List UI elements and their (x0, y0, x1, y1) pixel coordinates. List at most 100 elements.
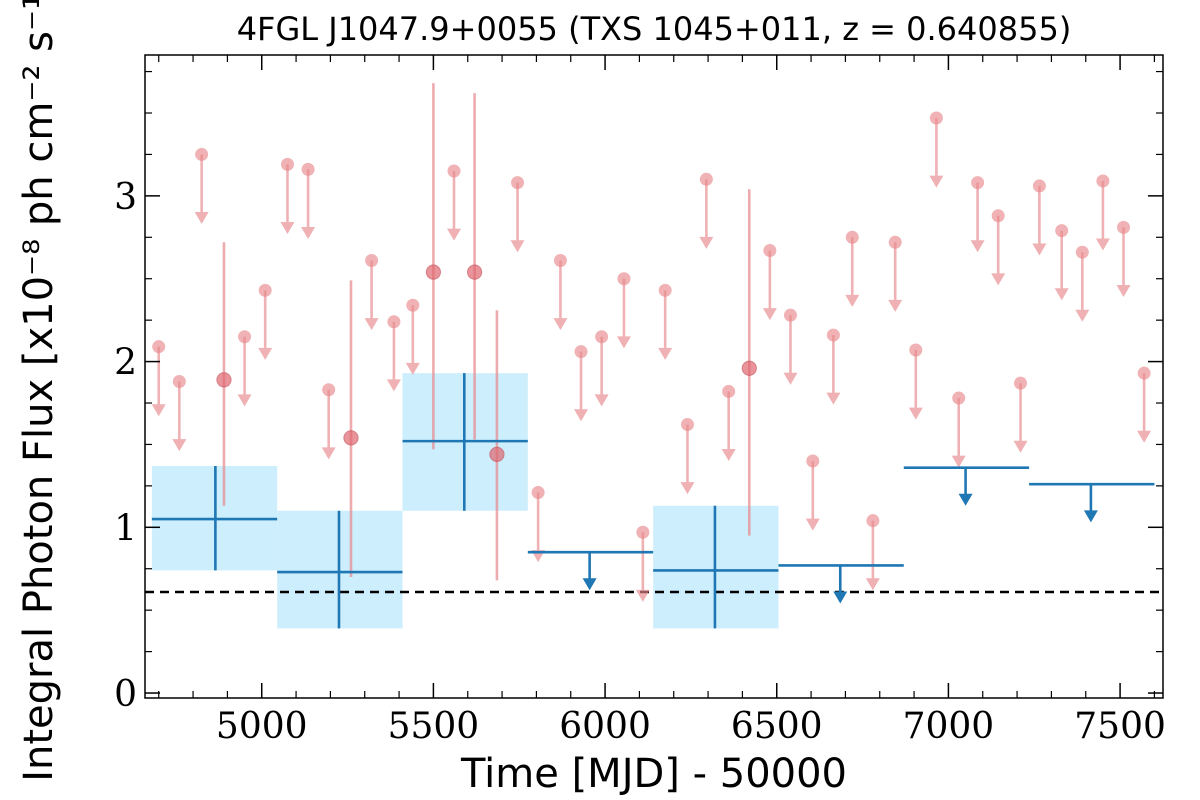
short-upper-limit-38-head (1075, 309, 1090, 322)
short-detection-point-4 (489, 446, 505, 462)
short-upper-limit-6-head (301, 226, 316, 239)
short-upper-limit-point-27 (845, 230, 859, 244)
short-detection-point-0 (216, 372, 232, 388)
short-upper-limit-34 (991, 215, 1006, 286)
short-upper-limit-16-head (594, 394, 609, 407)
binned-upper-limit-arrow-0-head (582, 578, 597, 591)
short-upper-limit-point-20 (680, 418, 694, 432)
short-upper-limit-point-36 (1032, 179, 1046, 193)
short-upper-limit-1-head (172, 439, 187, 452)
short-upper-limit-point-41 (1137, 366, 1151, 380)
short-upper-limit-38 (1075, 252, 1090, 322)
binned-upper-limit-arrow-3 (1083, 484, 1098, 523)
short-upper-limit-40-head (1116, 284, 1131, 297)
y-tick-label-2: 2 (114, 343, 137, 384)
x-axis-title: Time [MJD] - 50000 (460, 751, 847, 797)
short-upper-limit-12-head (510, 240, 525, 253)
short-upper-limit-point-38 (1075, 245, 1089, 259)
x-tick-label-4: 7000 (903, 706, 995, 747)
y-tick-label-0: 0 (114, 674, 137, 715)
short-upper-limit-5-head (280, 221, 295, 234)
short-upper-limit-point-18 (636, 525, 650, 539)
short-upper-limit-15-head (574, 409, 589, 422)
axis-ticks: 5000 5500 6000 6500 7000 7500 0 1 2 3 (114, 55, 1166, 747)
short-upper-limit-39-head (1095, 238, 1110, 251)
short-upper-limit-24-head (783, 372, 798, 385)
short-upper-limit-6 (301, 169, 316, 239)
short-upper-limit-point-35 (1014, 376, 1028, 390)
short-upper-limit-point-32 (952, 391, 966, 405)
short-upper-limit-0 (151, 346, 166, 417)
short-upper-limit-21 (699, 179, 714, 249)
short-upper-limit-point-23 (763, 244, 777, 258)
short-upper-limit-point-40 (1117, 220, 1131, 234)
short-upper-limit-3 (237, 336, 252, 407)
x-tick-label-2: 6000 (559, 706, 651, 747)
short-upper-limit-36-head (1032, 243, 1047, 256)
short-upper-limit-9 (386, 321, 401, 392)
binned-upper-limit-arrow-2 (958, 467, 973, 506)
short-upper-limit-point-0 (152, 340, 166, 354)
short-upper-limit-point-12 (511, 176, 525, 190)
short-upper-limit-34-head (991, 273, 1006, 286)
short-upper-limit-point-4 (258, 283, 272, 297)
short-upper-limit-point-9 (387, 315, 401, 329)
x-tick-label-0: 5000 (216, 706, 308, 747)
short-upper-limit-14 (553, 260, 568, 331)
short-upper-limit-27 (845, 237, 860, 307)
short-upper-limit-25-head (805, 518, 820, 531)
short-upper-limit-23 (762, 250, 777, 321)
plot-frame (144, 54, 1164, 699)
short-upper-limit-41-head (1137, 430, 1152, 443)
y-axis-title: Integral Photon Flux [x10⁻⁸ ph cm⁻² s⁻¹] (16, 0, 62, 782)
short-upper-limit-1 (172, 381, 187, 452)
short-upper-limit-11 (447, 171, 462, 241)
short-upper-limit-26 (826, 335, 841, 405)
short-upper-limit-35 (1013, 383, 1028, 453)
short-upper-limit-3-head (237, 394, 252, 407)
y-tick-label-1: 1 (114, 508, 137, 549)
short-upper-limit-17 (616, 278, 631, 349)
short-upper-limit-point-26 (826, 328, 840, 342)
short-upper-limit-28 (865, 520, 880, 591)
short-detection-point-1 (343, 430, 359, 446)
short-upper-limit-point-25 (806, 454, 820, 468)
short-upper-limit-point-29 (888, 235, 902, 249)
short-upper-limit-36 (1032, 185, 1047, 256)
short-upper-limit-point-31 (929, 111, 943, 125)
short-upper-limit-22-head (721, 449, 736, 462)
short-upper-limit-10 (405, 305, 420, 375)
short-upper-limit-29 (888, 242, 903, 312)
binned-upper-limit-arrow-1-head (833, 591, 848, 604)
short-upper-limit-33 (970, 182, 985, 253)
short-upper-limit-0-head (151, 404, 166, 417)
short-upper-limit-point-1 (172, 374, 186, 388)
short-upper-limit-31-head (929, 175, 944, 188)
short-upper-limit-9-head (386, 379, 401, 392)
short-upper-limit-point-13 (531, 486, 545, 500)
short-upper-limit-8 (364, 260, 379, 331)
short-upper-limit-point-14 (553, 253, 567, 267)
short-upper-limit-16 (594, 336, 609, 407)
short-upper-limit-point-7 (322, 383, 336, 397)
short-upper-limit-point-28 (866, 514, 880, 528)
short-upper-limit-37-head (1054, 288, 1069, 301)
binned-upper-limit-arrow-1 (833, 565, 848, 604)
chart-title: 4FGL J1047.9+0055 (TXS 1045+011, z = 0.6… (237, 10, 1072, 48)
short-upper-limit-10-head (405, 362, 420, 375)
short-upper-limit-28-head (865, 578, 880, 591)
short-upper-limit-point-24 (783, 308, 797, 322)
short-upper-limit-40 (1116, 227, 1131, 297)
short-upper-limit-point-19 (658, 283, 672, 297)
short-upper-limit-23-head (762, 308, 777, 321)
short-upper-limit-24 (783, 315, 798, 385)
short-upper-limit-37 (1054, 230, 1069, 301)
short-upper-limit-30 (908, 349, 923, 420)
short-upper-limit-26-head (826, 392, 841, 405)
short-upper-limit-8-head (364, 318, 379, 331)
short-upper-limit-32 (951, 398, 966, 468)
y-tick-label-3: 3 (114, 177, 137, 218)
short-upper-limit-19 (658, 290, 673, 360)
short-upper-limit-22 (721, 391, 736, 462)
